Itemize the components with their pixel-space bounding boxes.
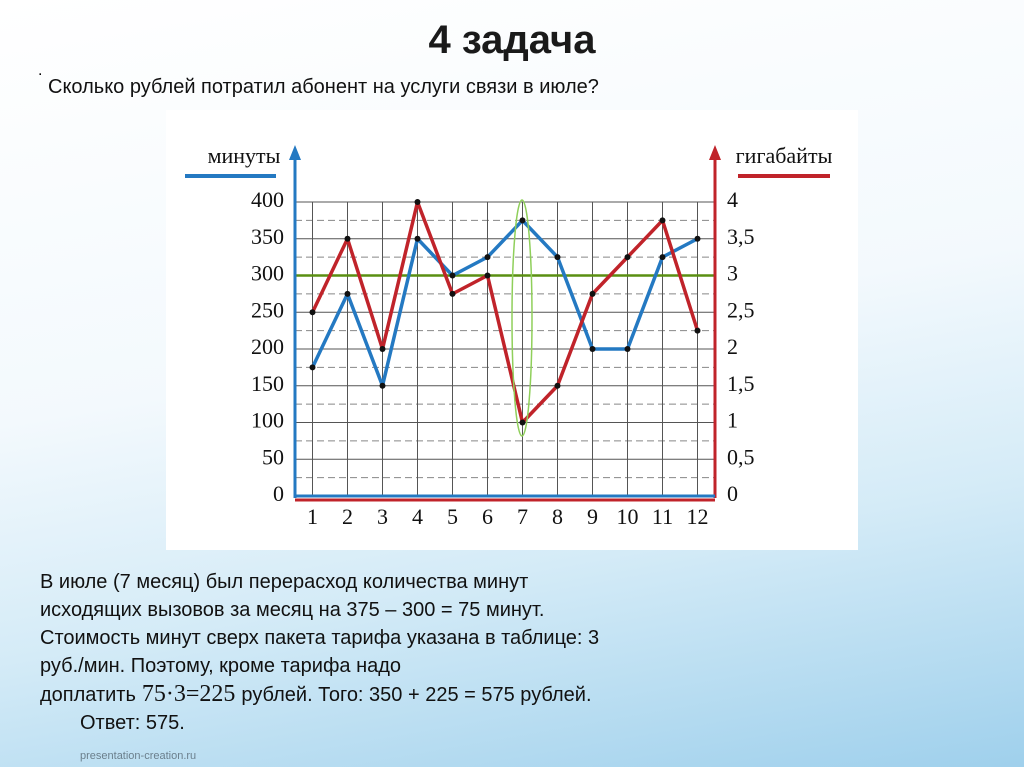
x-tick-label: 1 — [307, 504, 318, 529]
explanation-text: В июле (7 месяц) был перерасход количест… — [40, 571, 600, 706]
y2-tick-label: 4 — [727, 187, 738, 212]
data-point — [449, 290, 456, 297]
data-point — [484, 272, 491, 279]
data-point — [624, 346, 631, 352]
data-point — [309, 309, 316, 316]
left-axis-title: минуты — [208, 143, 281, 168]
slide-title: 4 задача — [428, 18, 596, 62]
right-axis-arrow — [709, 145, 721, 160]
data-point — [449, 272, 456, 279]
y2-tick-label: 1 — [727, 408, 738, 433]
x-tick-label: 4 — [412, 504, 423, 529]
y2-tick-label: 1,5 — [727, 371, 755, 396]
data-point — [414, 199, 421, 205]
data-point — [484, 254, 491, 261]
footer: presentation-creation.ru — [80, 750, 197, 762]
x-tick-label: 12 — [687, 504, 709, 529]
data-point — [309, 364, 316, 371]
series-line — [310, 200, 700, 425]
data-point — [589, 346, 596, 352]
x-tick-label: 8 — [552, 504, 563, 529]
data-point — [694, 327, 701, 334]
data-point — [589, 290, 596, 297]
data-point — [379, 346, 386, 352]
data-point — [659, 217, 666, 224]
y2-tick-label: 0,5 — [727, 444, 755, 469]
data-point — [414, 235, 421, 242]
x-tick-label: 11 — [652, 504, 673, 529]
answer: Ответ: 575. — [80, 712, 185, 734]
y2-tick-label: 3 — [727, 261, 738, 286]
y-tick-label: 300 — [251, 261, 284, 286]
x-tick-label: 9 — [587, 504, 598, 529]
y-tick-label: 150 — [251, 371, 284, 396]
data-point — [519, 419, 526, 426]
y2-tick-label: 2,5 — [727, 297, 755, 322]
y-tick-label: 0 — [273, 481, 284, 506]
y-tick-label: 50 — [262, 444, 284, 469]
data-point — [344, 235, 351, 242]
series-line — [310, 218, 699, 388]
bullet: . — [38, 62, 43, 79]
right-axis-title: гигабайты — [736, 143, 833, 168]
x-tick-label: 7 — [517, 504, 528, 529]
data-point — [379, 382, 386, 389]
x-tick-label: 5 — [447, 504, 458, 529]
x-tick-label: 6 — [482, 504, 493, 529]
highlight-ellipse — [511, 199, 533, 437]
y-tick-label: 250 — [251, 297, 284, 322]
data-point — [519, 217, 526, 224]
explanation: В июле (7 месяц) был перерасход количест… — [40, 568, 635, 709]
y-tick-label: 100 — [251, 408, 284, 433]
y-tick-label: 350 — [251, 224, 284, 249]
y-tick-label: 400 — [251, 187, 284, 212]
x-tick-label: 2 — [342, 504, 353, 529]
data-point — [344, 290, 351, 297]
explanation-text: рублей. Того: 350 + 225 = 575 рублей. — [241, 684, 592, 706]
y2-tick-label: 2 — [727, 334, 738, 359]
y2-tick-label: 0 — [727, 481, 738, 506]
left-axis-arrow — [289, 145, 301, 160]
data-point — [554, 382, 561, 389]
y-tick-label: 200 — [251, 334, 284, 359]
data-point — [554, 254, 561, 261]
formula: 75·3=225 — [141, 681, 236, 707]
data-point — [659, 254, 666, 261]
data-point — [694, 235, 701, 242]
x-tick-label: 3 — [377, 504, 388, 529]
data-point — [624, 254, 631, 261]
y2-tick-label: 3,5 — [727, 224, 755, 249]
x-tick-label: 10 — [617, 504, 639, 529]
question: Сколько рублей потратил абонент на услуг… — [48, 76, 599, 98]
